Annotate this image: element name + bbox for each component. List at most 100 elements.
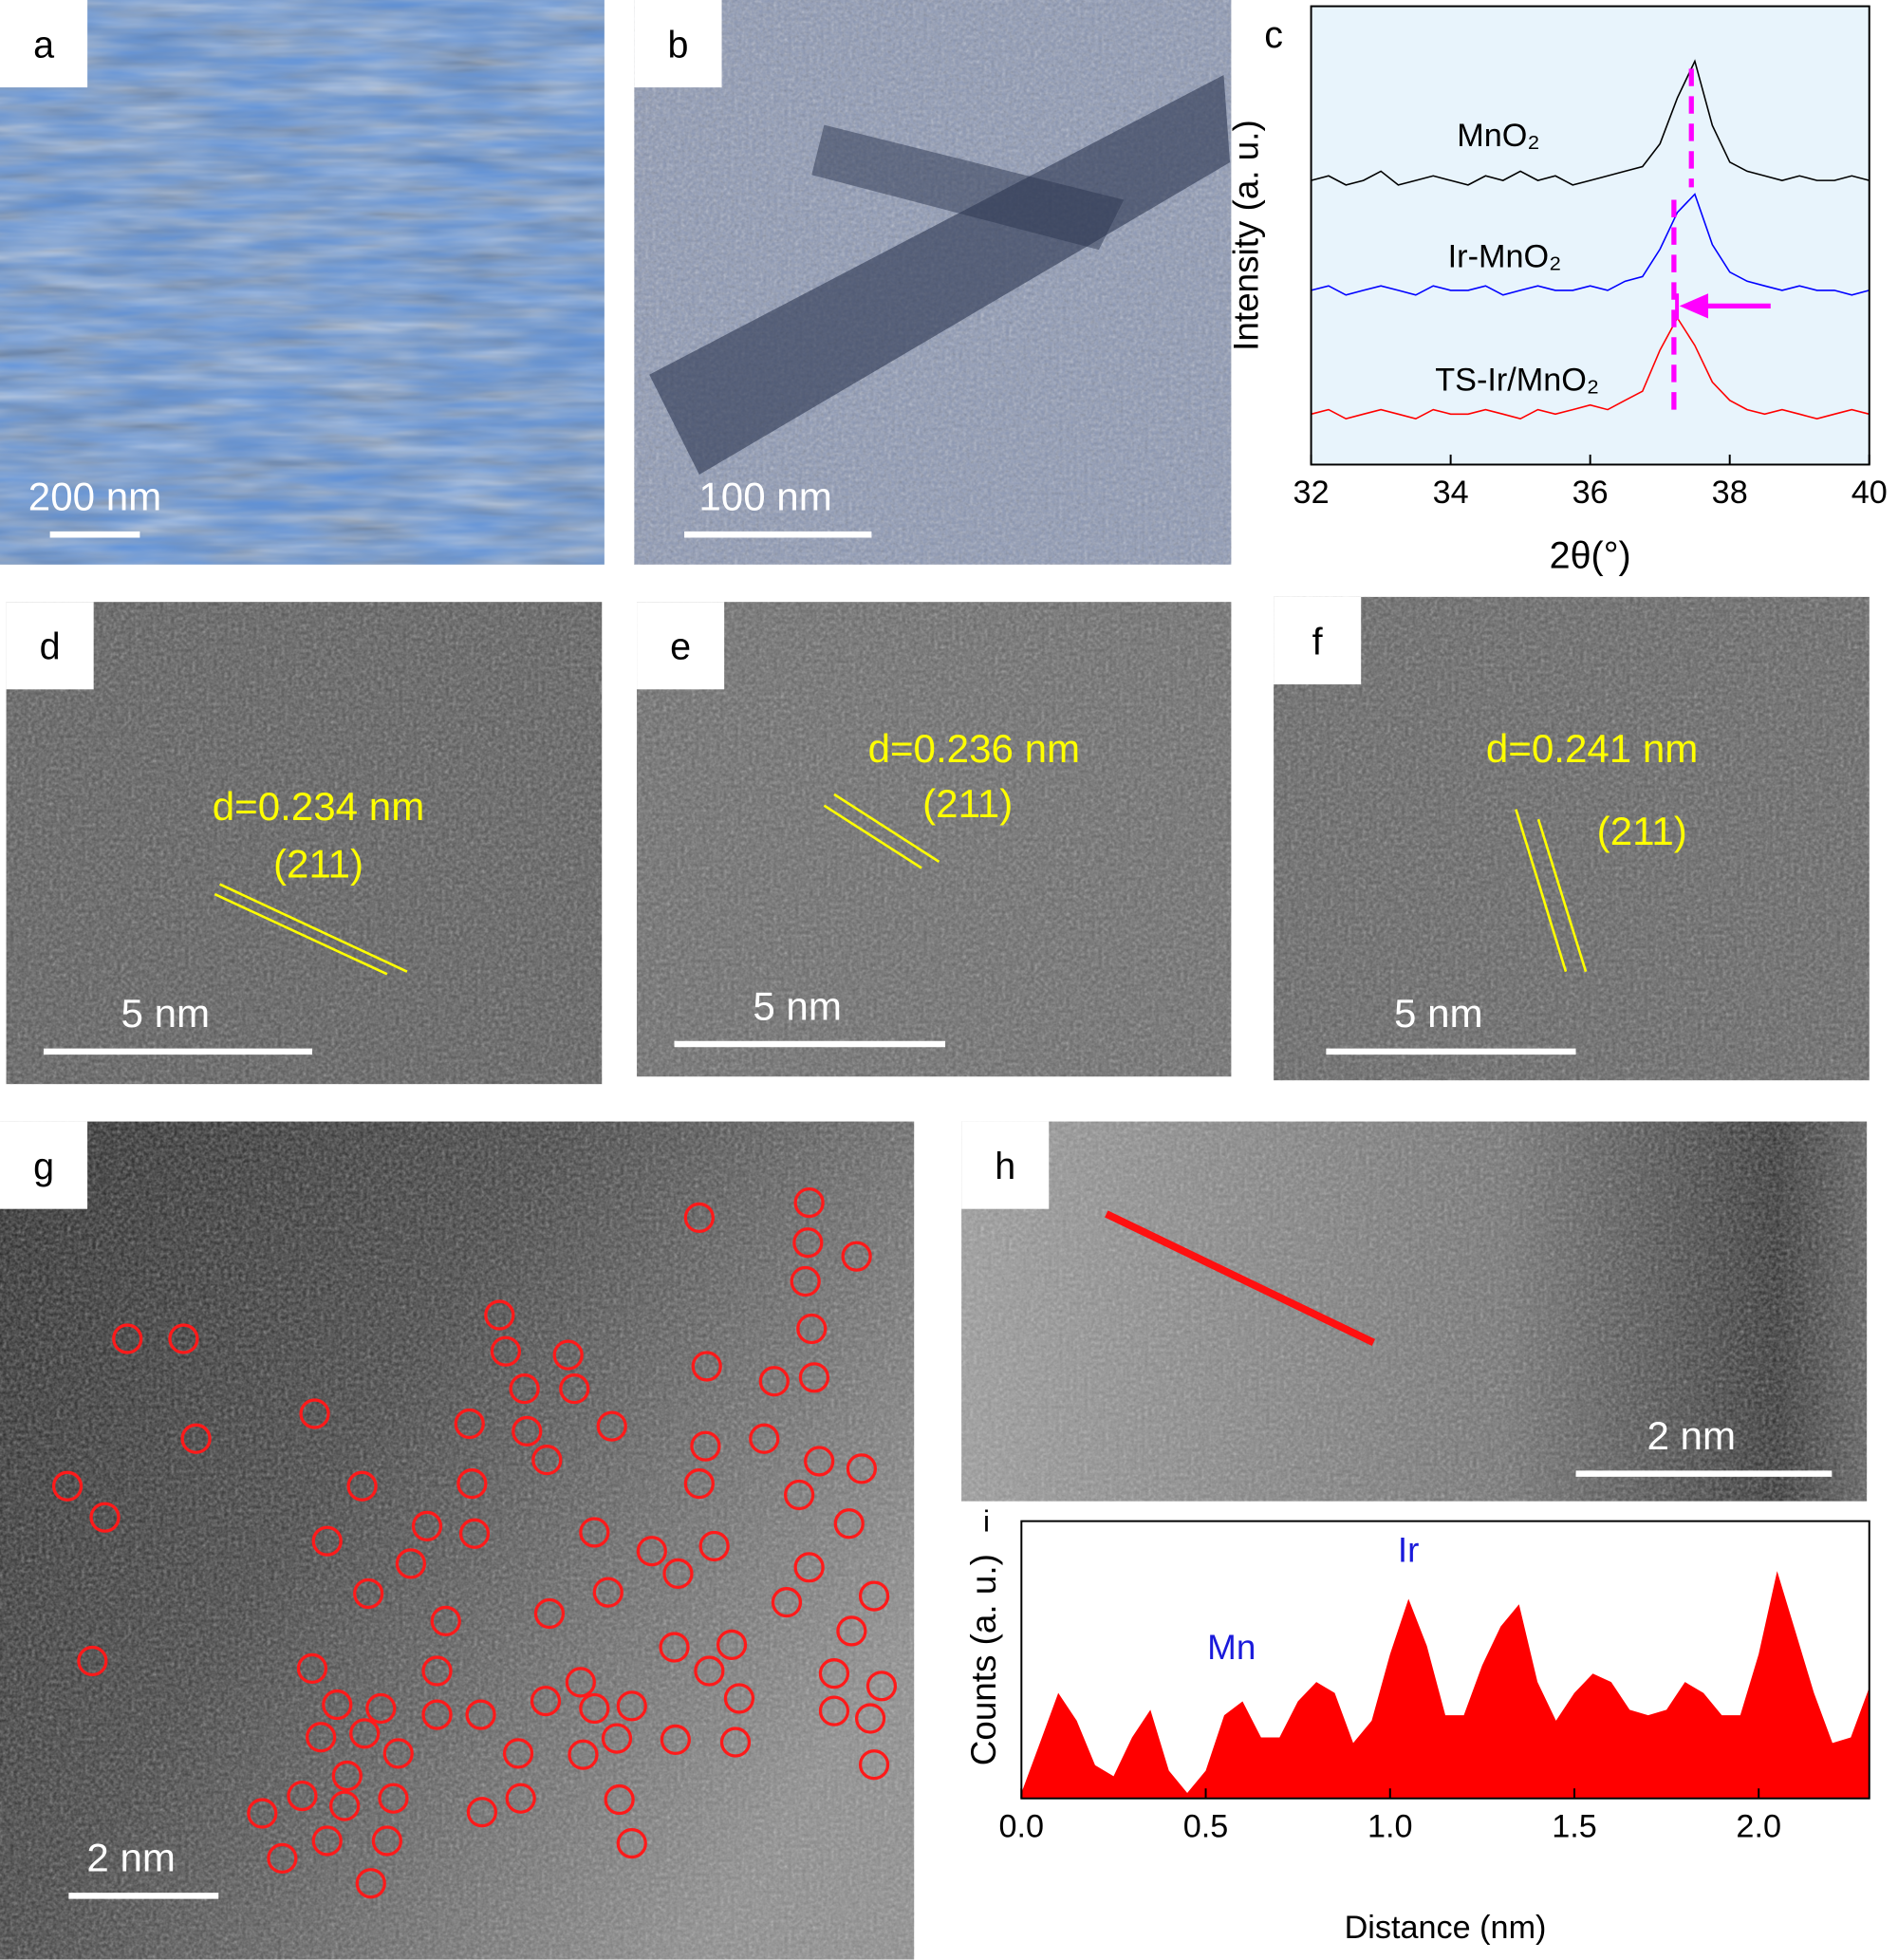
series-label: Ir-MnO₂ [1448, 238, 1562, 274]
atom-marker [505, 1783, 536, 1814]
x-tick-label: 1.0 [1368, 1808, 1413, 1844]
atom-marker [552, 1339, 584, 1371]
atom-marker [411, 1510, 443, 1542]
atom-marker [691, 1351, 722, 1382]
x-axis-title: Distance (nm) [1345, 1910, 1547, 1946]
atom-marker [846, 1453, 878, 1484]
atom-marker [267, 1842, 298, 1875]
atom-marker [858, 1749, 890, 1781]
atom-marker [690, 1430, 721, 1462]
atom-marker [456, 1468, 488, 1500]
label-box [634, 0, 722, 88]
atom-marker [247, 1798, 278, 1829]
x-tick-label: 40 [1851, 475, 1888, 511]
atom-marker [346, 1470, 378, 1502]
atom-marker [77, 1645, 108, 1677]
lattice-spacing: d=0.234 nm [213, 784, 424, 829]
atom-marker [378, 1783, 409, 1814]
atom-marker [484, 1299, 515, 1331]
plot-background [1311, 6, 1870, 465]
label-box [1248, 0, 1312, 75]
atom-marker [512, 1415, 543, 1447]
atom-marker [604, 1783, 635, 1816]
label-box [1274, 596, 1362, 685]
x-tick-label: 0.5 [1183, 1808, 1229, 1844]
panel-label: a [33, 24, 54, 65]
atom-marker [592, 1577, 623, 1608]
y-axis-title: Intensity (a. u.) [1227, 120, 1266, 351]
atom-marker [371, 1825, 403, 1857]
atom-marker [616, 1827, 647, 1859]
series-label: TS-Ir/MnO₂ [1435, 363, 1599, 399]
panel-label: h [995, 1146, 1015, 1187]
atom-marker [749, 1423, 780, 1454]
atom-marker [662, 1558, 694, 1590]
y-axis-title: Counts (a. u.) [964, 1554, 1003, 1765]
atom-marker [454, 1408, 485, 1440]
atom-marker [329, 1790, 361, 1821]
atom-marker [421, 1699, 453, 1730]
atom-marker [793, 1186, 825, 1219]
atom-marker [698, 1530, 730, 1562]
stem-texture [961, 1121, 1868, 1502]
panel-label: g [33, 1146, 54, 1187]
atom-marker [723, 1683, 755, 1714]
atom-marker [306, 1722, 337, 1753]
atom-marker [771, 1587, 803, 1618]
atom-marker [51, 1470, 84, 1502]
atom-marker [331, 1760, 363, 1792]
atom-marker [355, 1868, 386, 1899]
lattice-plane: (211) [922, 781, 1013, 826]
peak-annotation: Ir [1398, 1531, 1420, 1570]
atom-marker [792, 1227, 824, 1259]
atom-marker [112, 1323, 143, 1354]
x-tick-label: 2.0 [1736, 1808, 1781, 1844]
atom-marker [311, 1825, 343, 1857]
atom-marker [716, 1629, 748, 1661]
plot-frame [1020, 1520, 1870, 1800]
lattice-plane: (211) [1597, 809, 1687, 853]
atom-marker [353, 1577, 384, 1610]
line-scan [1105, 1210, 1376, 1347]
atom-marker [311, 1525, 343, 1557]
scale-bar-label: 2 nm [1647, 1413, 1736, 1458]
series-line [1311, 193, 1870, 296]
peak-annotation: Mn [1207, 1628, 1256, 1667]
atom-marker [596, 1410, 627, 1442]
stem-texture [0, 1121, 915, 1960]
atom-marker [798, 1362, 830, 1393]
atom-marker [841, 1241, 872, 1272]
atom-marker [579, 1692, 610, 1725]
x-tick-label: 32 [1293, 475, 1330, 511]
atom-marker [322, 1689, 353, 1721]
atom-marker [466, 1797, 498, 1828]
nanorod [649, 74, 1231, 476]
atom-marker [531, 1445, 563, 1476]
label-box [961, 1121, 1050, 1209]
atom-marker [465, 1699, 496, 1730]
series-label: MnO₂ [1457, 118, 1539, 154]
x-tick-label: 0.0 [999, 1808, 1045, 1844]
x-axis-title: 2θ(°) [1550, 535, 1631, 577]
atom-marker [796, 1313, 828, 1345]
atom-marker [458, 1518, 491, 1549]
atom-marker [421, 1655, 453, 1687]
atom-marker [565, 1667, 596, 1698]
atom-marker [719, 1727, 752, 1758]
atom-marker [296, 1652, 328, 1685]
scale-bar-label: 100 nm [698, 474, 831, 518]
x-tick-label: 36 [1572, 475, 1609, 511]
atom-marker [758, 1366, 790, 1397]
atom-marker [854, 1703, 886, 1734]
hrtem-texture [1274, 596, 1870, 1081]
atom-marker [168, 1323, 199, 1354]
atom-marker [659, 1632, 690, 1663]
lattice-lines [214, 793, 1588, 976]
atom-marker [579, 1517, 610, 1548]
label-box [6, 602, 94, 690]
atom-marker [349, 1718, 381, 1749]
atom-marker [490, 1335, 522, 1367]
atom-marker [299, 1398, 330, 1429]
